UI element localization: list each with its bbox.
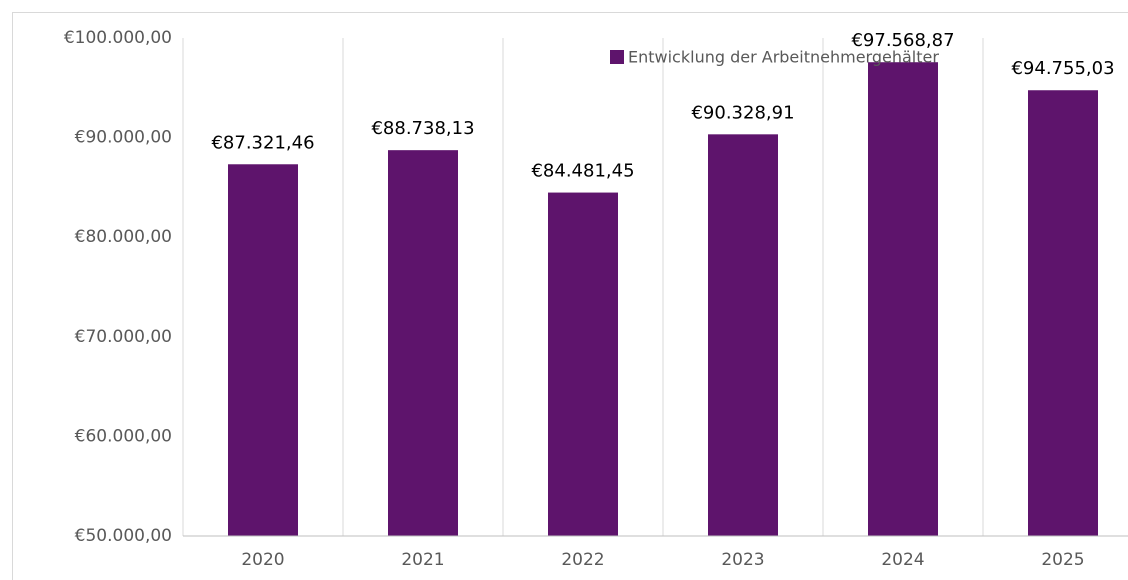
bar	[868, 62, 938, 537]
data-label: €94.755,03	[1011, 58, 1114, 79]
chart-border	[12, 12, 1128, 580]
data-label: €87.321,46	[211, 132, 314, 153]
data-label: €84.481,45	[531, 161, 634, 182]
x-tick-label: 2024	[881, 550, 924, 570]
x-tick-label: 2021	[401, 550, 444, 570]
bar	[1028, 90, 1098, 536]
legend-swatch	[610, 50, 624, 64]
y-tick-label: €90.000,00	[75, 128, 172, 148]
x-tick-label: 2025	[1041, 550, 1084, 570]
y-tick-label: €70.000,00	[75, 327, 172, 347]
legend-label: Entwicklung der Arbeitnehmergehälter	[628, 48, 939, 67]
x-tick-label: 2022	[561, 550, 604, 570]
y-tick-label: €80.000,00	[75, 227, 172, 247]
data-label: €97.568,87	[851, 30, 954, 51]
y-tick-label: €100.000,00	[64, 28, 172, 48]
data-label: €90.328,91	[691, 102, 794, 123]
bar	[228, 164, 298, 536]
x-tick-label: 2023	[721, 550, 764, 570]
x-tick-label: 2020	[241, 550, 284, 570]
bar	[388, 150, 458, 537]
bar	[548, 192, 618, 536]
y-tick-label: €60.000,00	[75, 426, 172, 446]
y-tick-label: €50.000,00	[75, 526, 172, 546]
bar	[708, 134, 778, 537]
data-label: €88.738,13	[371, 118, 474, 139]
